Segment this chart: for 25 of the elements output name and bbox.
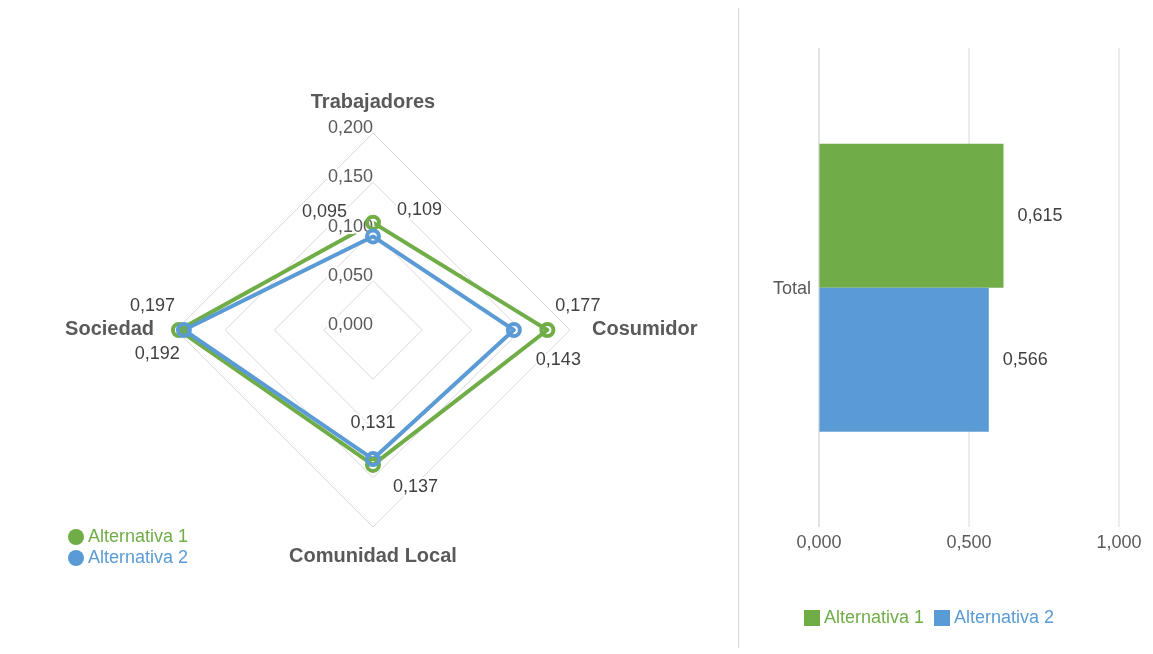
- y-tick-label: 0,000: [327, 314, 373, 334]
- spoke-label: Sociedad: [65, 317, 154, 340]
- data-label: 0,131: [350, 411, 396, 432]
- data-label: 0,109: [397, 199, 443, 220]
- y-tick-label: Total: [772, 277, 811, 298]
- legend-label: Alternativa 2: [954, 607, 1055, 627]
- spoke-label: Comunidad Local: [289, 544, 457, 567]
- data-label: 0,177: [555, 294, 601, 315]
- data-label: 0,197: [129, 294, 175, 315]
- y-tick-label: 0,150: [327, 166, 373, 187]
- x-tick-label: 0,000: [796, 531, 842, 552]
- data-label: 0,137: [393, 475, 439, 496]
- legend-label: Alternativa 1: [823, 607, 924, 627]
- data-label: 0,615: [1017, 204, 1063, 225]
- data-label: 0,143: [535, 348, 581, 369]
- legend-label: Alternativa 2: [88, 547, 189, 567]
- y-tick-label: 0,050: [327, 264, 373, 285]
- data-label: 0,566: [1002, 348, 1048, 369]
- data-label: 0,192: [134, 342, 180, 363]
- x-tick-label: 1,000: [1096, 531, 1142, 552]
- spoke-label: Trabajadores: [310, 90, 436, 113]
- y-tick-label: 0,200: [327, 117, 373, 137]
- spoke-label: Cosumidor: [592, 317, 698, 340]
- legend-label: Alternativa 1: [88, 526, 189, 546]
- x-tick-label: 0,500: [946, 531, 992, 552]
